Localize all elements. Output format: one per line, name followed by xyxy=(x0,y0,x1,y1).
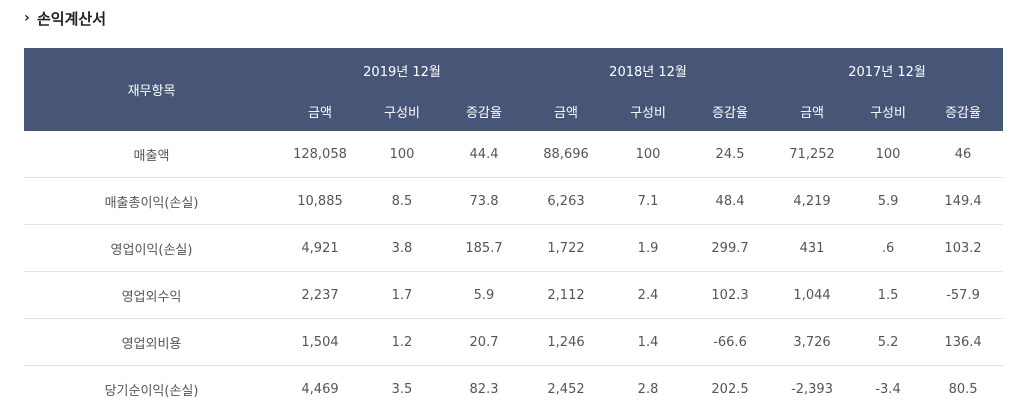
row-item-name: 매출액 xyxy=(24,131,279,178)
cell-ratio: 1.5 xyxy=(853,271,924,319)
cell-amount: 1,044 xyxy=(771,271,854,319)
cell-ratio: 3.8 xyxy=(361,224,443,272)
header-period: 2018년 12월 xyxy=(525,48,772,92)
cell-growth: 103.2 xyxy=(923,224,1004,272)
cell-ratio: 2.8 xyxy=(637,381,659,397)
table-row: 당기순이익(손실) 4,469 3.5 82.3 2,452 2.8 202.5… xyxy=(24,366,1003,412)
header-ratio: 구성비 xyxy=(607,92,690,131)
cell-ratio: 5.9 xyxy=(853,177,924,225)
income-statement-table-wrapper: 재무항목 2019년 12월 2018년 12월 2017년 12월 금액 구성… xyxy=(24,48,1004,412)
cell-growth: 202.5 xyxy=(711,381,749,397)
cell-growth: 48.4 xyxy=(689,177,772,225)
section-title: 손익계산서 xyxy=(37,9,107,28)
cell-amount: 4,219 xyxy=(771,177,854,225)
cell-growth: 44.4 xyxy=(443,131,526,178)
row-item-name: 영업외비용 xyxy=(24,318,279,366)
row-item-name: 당기순이익(손실) xyxy=(104,383,199,399)
table-header: 재무항목 2019년 12월 2018년 12월 2017년 12월 금액 구성… xyxy=(24,48,1004,131)
cell-growth: 80.5 xyxy=(948,381,978,397)
cell-ratio: 8.5 xyxy=(361,177,443,225)
cell-ratio: 1.4 xyxy=(607,318,690,366)
header-item: 재무항목 xyxy=(24,48,279,131)
header-growth: 증감율 xyxy=(443,92,526,131)
header-amount: 금액 xyxy=(279,92,361,131)
table-row: 영업외비용 1,504 1.2 20.7 1,246 1.4 -66.6 3,7… xyxy=(24,318,1004,366)
cell-ratio: 1.9 xyxy=(607,224,690,272)
header-growth: 증감율 xyxy=(923,92,1004,131)
cell-amount: 1,246 xyxy=(525,318,608,366)
cell-ratio: 100 xyxy=(361,131,443,178)
cell-amount: 2,452 xyxy=(547,381,585,397)
header-amount: 금액 xyxy=(771,92,854,131)
cell-amount: -2,393 xyxy=(791,381,833,397)
cell-growth: 149.4 xyxy=(923,177,1004,225)
cell-growth: 73.8 xyxy=(443,177,526,225)
cell-growth: 82.3 xyxy=(469,381,499,397)
cell-amount: 3,726 xyxy=(771,318,854,366)
cell-growth: 24.5 xyxy=(689,131,772,178)
cell-growth: -57.9 xyxy=(923,271,1004,319)
row-item-name: 영업이익(손실) xyxy=(24,224,279,272)
cell-amount: 88,696 xyxy=(525,131,608,178)
cell-growth: 136.4 xyxy=(923,318,1004,366)
cell-amount: 71,252 xyxy=(771,131,854,178)
cell-growth: 299.7 xyxy=(689,224,772,272)
header-ratio: 구성비 xyxy=(361,92,443,131)
cell-ratio: 1.7 xyxy=(361,271,443,319)
cell-amount: 6,263 xyxy=(525,177,608,225)
income-statement-table: 재무항목 2019년 12월 2018년 12월 2017년 12월 금액 구성… xyxy=(24,48,1004,412)
table-body: 매출액 128,058 100 44.4 88,696 100 24.5 71,… xyxy=(24,131,1004,412)
cell-ratio: 100 xyxy=(853,131,924,178)
cell-ratio: 100 xyxy=(607,131,690,178)
cell-amount: 4,469 xyxy=(301,381,339,397)
cell-ratio: 3.5 xyxy=(391,381,413,397)
chevron-right-icon: › xyxy=(24,10,30,26)
cell-amount: 4,921 xyxy=(279,224,361,272)
cell-amount: 1,722 xyxy=(525,224,608,272)
cell-amount: 10,885 xyxy=(279,177,361,225)
cell-amount: 1,504 xyxy=(279,318,361,366)
cell-amount: 431 xyxy=(771,224,854,272)
table-row: 매출액 128,058 100 44.4 88,696 100 24.5 71,… xyxy=(24,131,1004,178)
header-amount: 금액 xyxy=(525,92,608,131)
header-row-subcolumns: 금액 구성비 증감율 금액 구성비 증감율 금액 구성비 증감율 xyxy=(24,92,1004,131)
header-period: 2017년 12월 xyxy=(771,48,1004,92)
table-row: 영업이익(손실) 4,921 3.8 185.7 1,722 1.9 299.7… xyxy=(24,224,1004,272)
row-item-name: 매출총이익(손실) xyxy=(24,177,279,225)
cell-ratio: 5.2 xyxy=(853,318,924,366)
cell-ratio: .6 xyxy=(853,224,924,272)
cell-ratio: 7.1 xyxy=(607,177,690,225)
cell-ratio: -3.4 xyxy=(875,381,901,397)
cell-growth: 46 xyxy=(923,131,1004,178)
cell-ratio: 2.4 xyxy=(607,271,690,319)
cell-amount: 2,237 xyxy=(279,271,361,319)
cell-growth: -66.6 xyxy=(689,318,772,366)
header-row-periods: 재무항목 2019년 12월 2018년 12월 2017년 12월 xyxy=(24,48,1004,131)
cell-amount: 128,058 xyxy=(279,131,361,178)
cell-ratio: 1.2 xyxy=(361,318,443,366)
header-growth: 증감율 xyxy=(689,92,772,131)
row-item-name: 영업외수익 xyxy=(24,271,279,319)
cell-amount: 2,112 xyxy=(525,271,608,319)
table-row: 매출총이익(손실) 10,885 8.5 73.8 6,263 7.1 48.4… xyxy=(24,177,1004,225)
cell-growth: 20.7 xyxy=(443,318,526,366)
cell-growth: 185.7 xyxy=(443,224,526,272)
cell-growth: 102.3 xyxy=(689,271,772,319)
cell-growth: 5.9 xyxy=(443,271,526,319)
header-ratio: 구성비 xyxy=(853,92,924,131)
section-header: › 손익계산서 xyxy=(24,6,106,30)
table-row: 영업외수익 2,237 1.7 5.9 2,112 2.4 102.3 1,04… xyxy=(24,271,1004,319)
header-period: 2019년 12월 xyxy=(279,48,526,92)
